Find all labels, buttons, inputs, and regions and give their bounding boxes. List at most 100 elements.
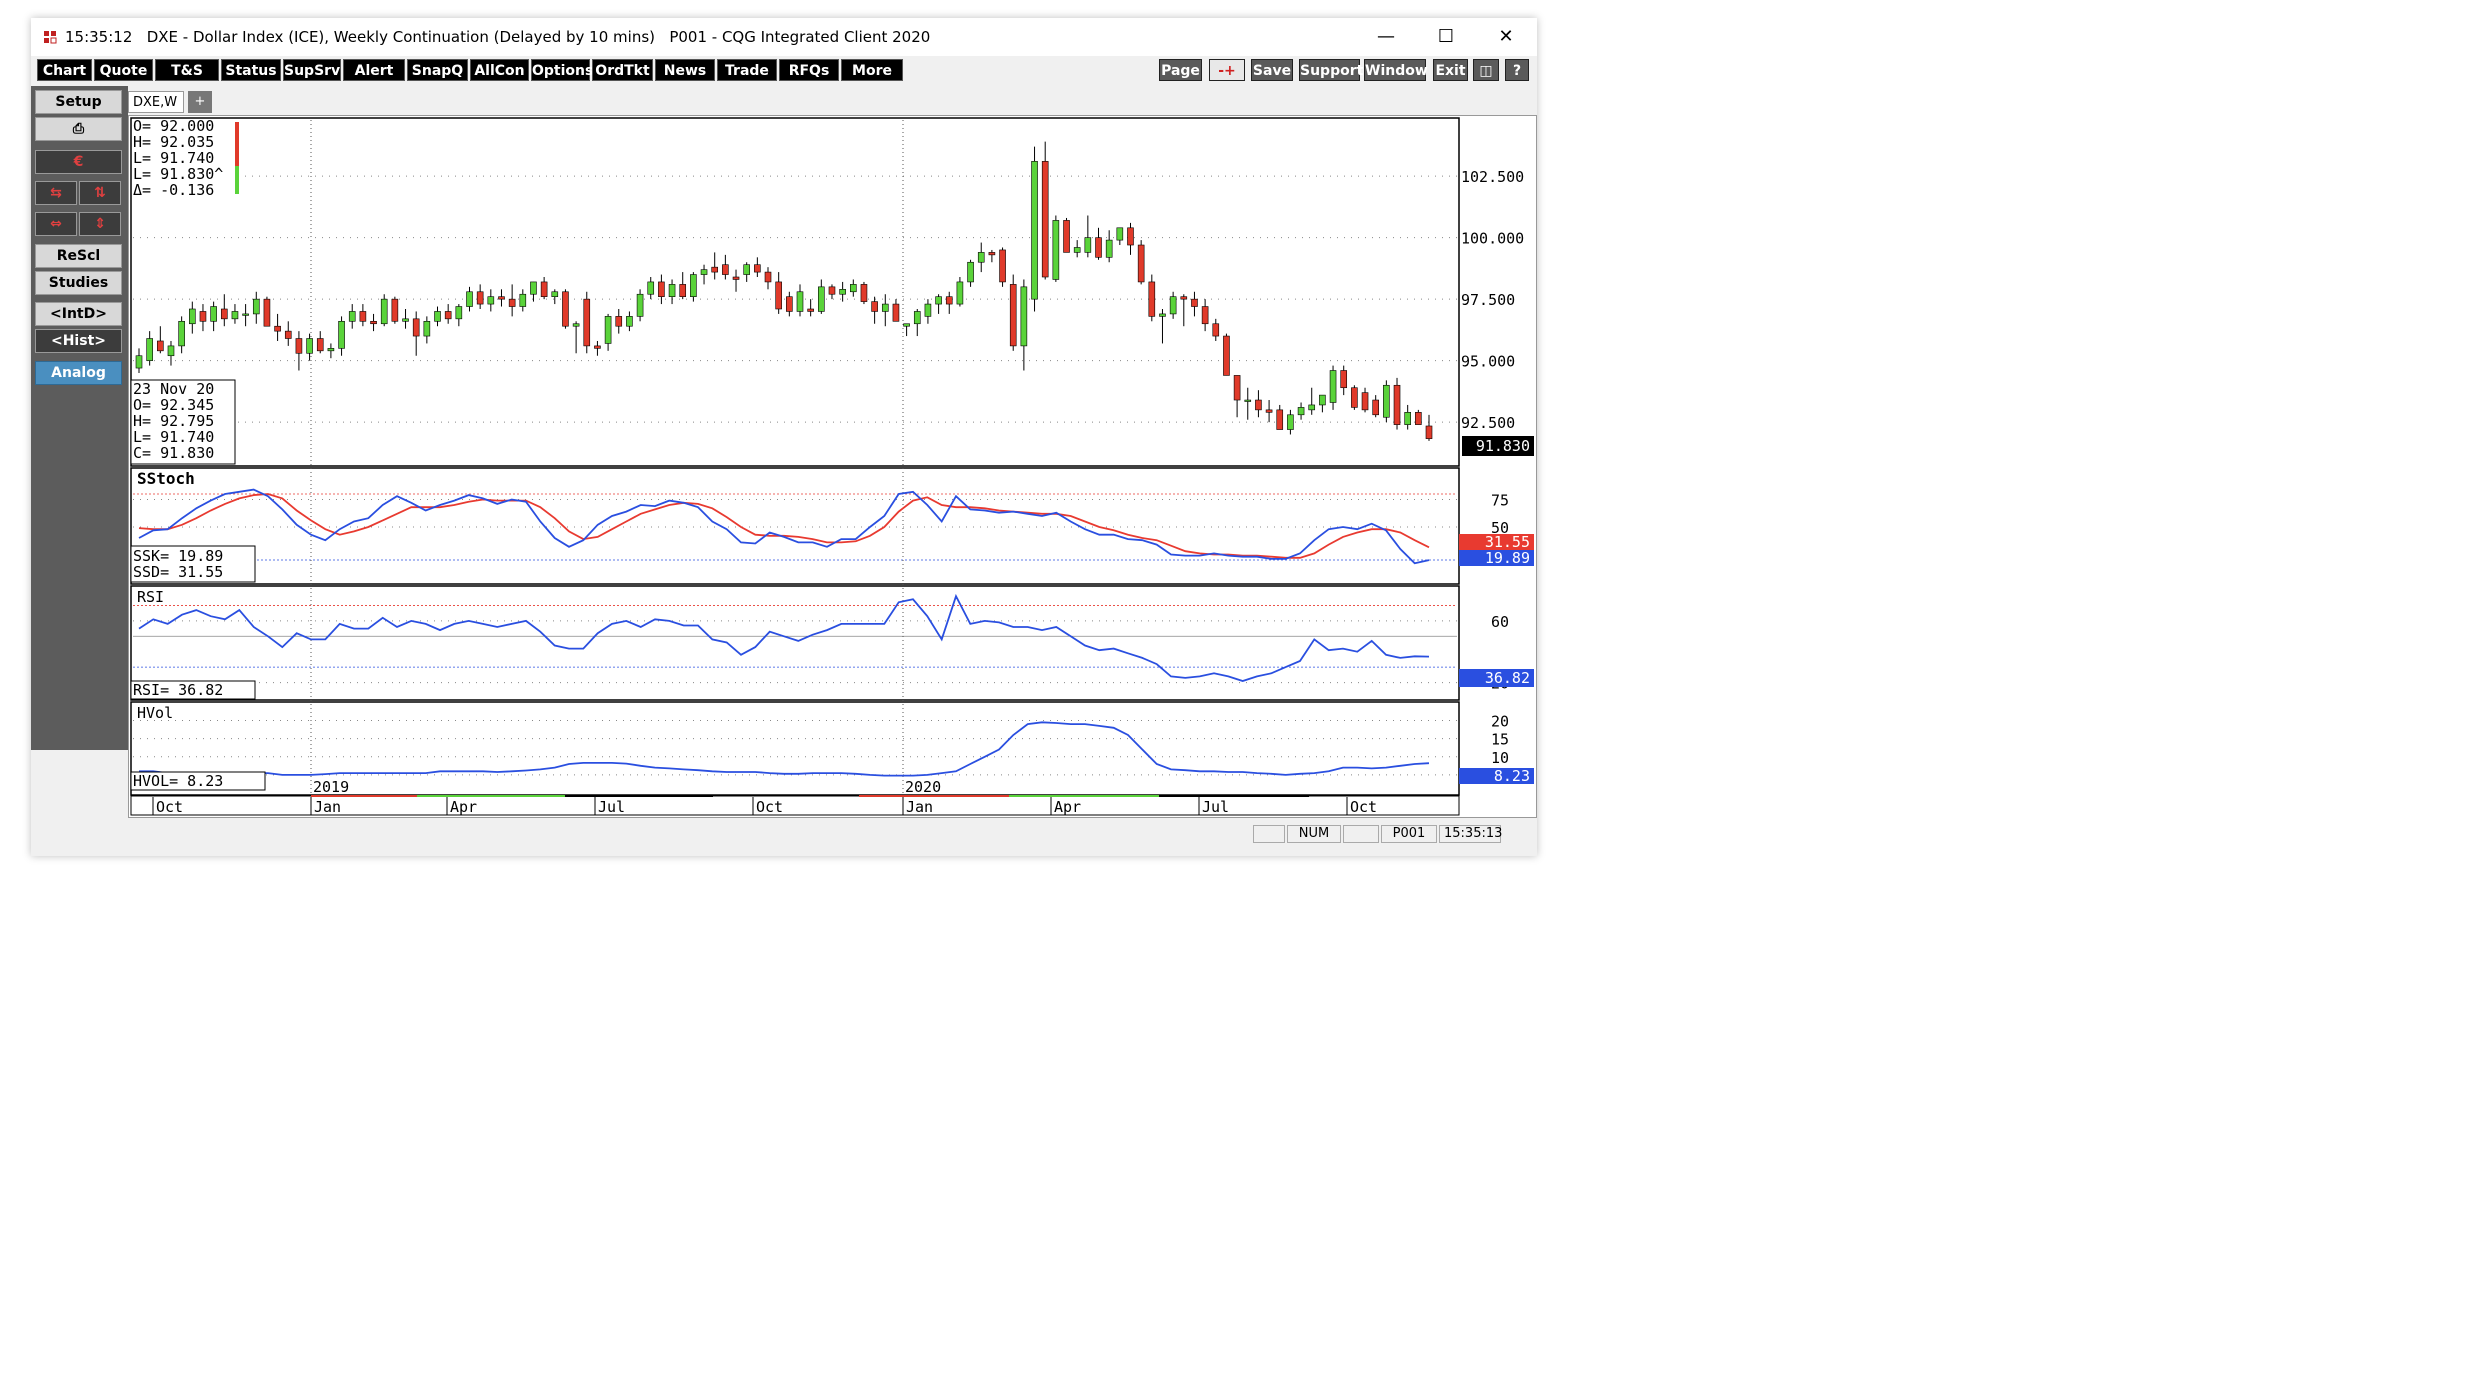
page-button[interactable]: Page — [1159, 59, 1202, 81]
candle-down — [284, 330, 292, 339]
maximize-button[interactable]: ☐ — [1437, 26, 1455, 47]
zoom-vertical-icon[interactable]: ⇕ — [79, 212, 121, 236]
studies-button[interactable]: Studies — [35, 271, 122, 295]
chart-area[interactable]: 92.500 95.000 97.500 100.000 102.500 50 75 20 60… — [128, 115, 1537, 818]
menu-alert[interactable]: Alert — [343, 59, 405, 81]
hvol-title: HVol — [137, 704, 173, 722]
candle-up — [839, 289, 846, 295]
bar-high: H= 92.795 — [133, 412, 214, 430]
cursor-open: O= 92.000 — [133, 117, 214, 135]
candle-down — [1148, 281, 1156, 317]
year-label: 2019 — [313, 778, 349, 796]
setup-button[interactable]: Setup — [35, 90, 122, 114]
candle-down — [1180, 296, 1188, 300]
candle-up — [743, 264, 750, 275]
rsi-value-box — [130, 680, 256, 700]
candle-down — [583, 298, 591, 347]
candle-series — [135, 141, 1433, 441]
chart-svg[interactable]: 92.500 95.000 97.500 100.000 102.500 50 75 20 60… — [129, 116, 1536, 817]
candle-up — [668, 284, 676, 297]
status-page: P001 — [1381, 825, 1437, 843]
candle-up — [423, 320, 431, 337]
price-panel — [130, 117, 1460, 467]
candle-down — [1233, 375, 1241, 401]
rescale-button[interactable]: ReScl — [35, 244, 122, 268]
add-tab-button[interactable]: + — [188, 91, 212, 113]
candle-down — [754, 264, 761, 273]
candle-up — [434, 311, 441, 322]
candle-up — [1031, 161, 1038, 300]
menu-ordtkt[interactable]: OrdTkt — [592, 59, 653, 81]
save-button[interactable]: Save — [1251, 59, 1293, 81]
window-button[interactable]: Window — [1364, 59, 1428, 81]
intraday-button[interactable]: <IntD> — [35, 302, 122, 326]
exit-button[interactable]: Exit — [1433, 59, 1468, 81]
candle-down — [370, 320, 377, 325]
time-band — [565, 795, 713, 797]
candle-up — [551, 291, 559, 297]
candle-up — [1308, 404, 1316, 411]
candle-up — [487, 296, 495, 305]
stoch-title: SStoch — [137, 469, 195, 488]
ssk-tag — [1459, 550, 1534, 566]
menu-supsrv[interactable]: SupSrv — [283, 59, 341, 81]
candle-down — [988, 252, 996, 256]
menu-ts[interactable]: T&S — [155, 59, 219, 81]
candle-up — [1052, 220, 1060, 280]
close-button[interactable]: ✕ — [1498, 26, 1514, 47]
analog-button[interactable]: Analog — [35, 361, 122, 385]
menu-allcon[interactable]: AllCon — [470, 59, 529, 81]
candle-up — [178, 320, 185, 347]
menu-news[interactable]: News — [655, 59, 715, 81]
plus-minus-button[interactable]: -+ — [1209, 59, 1245, 81]
title-instrument: DXE - Dollar Index (ICE), Weekly Continu… — [146, 28, 655, 46]
price-tick-label: 95.000 — [1461, 353, 1515, 371]
menu-more[interactable]: More — [841, 59, 903, 81]
hvol-panel — [130, 701, 1460, 796]
scroll-horizontal-icon[interactable]: ⇆ — [35, 181, 77, 205]
menu-status[interactable]: Status — [221, 59, 281, 81]
menu-trade[interactable]: Trade — [717, 59, 777, 81]
menu-quote[interactable]: Quote — [94, 59, 153, 81]
time-tick-label: Oct — [756, 798, 783, 816]
candle-down — [295, 338, 303, 354]
candle-up — [690, 274, 697, 297]
menu-chart[interactable]: Chart — [37, 59, 92, 81]
menu-options[interactable]: Options — [531, 59, 593, 81]
print-icon[interactable]: ⎙ — [35, 117, 122, 141]
menu-rfqs[interactable]: RFQs — [779, 59, 839, 81]
status-blank — [1343, 825, 1379, 843]
candle-down — [658, 281, 665, 297]
candle-down — [615, 316, 623, 327]
menu-bar: Chart Quote T&S Status SupSrv Alert Snap… — [31, 56, 1537, 86]
candle-up — [1297, 407, 1305, 416]
euro-icon[interactable]: € — [35, 150, 122, 174]
ssk-tag-label: 19.89 — [1485, 549, 1530, 567]
restore-icon[interactable]: ◫ — [1473, 59, 1499, 81]
candle-down — [594, 345, 601, 349]
bar-open: O= 92.345 — [133, 396, 214, 414]
candle-up — [1116, 227, 1124, 241]
rsi-panel — [130, 585, 1460, 701]
bar-close: C= 91.830 — [133, 444, 214, 462]
candle-down — [444, 311, 452, 320]
minimize-button[interactable]: — — [1377, 26, 1395, 47]
scroll-vertical-icon[interactable]: ⇅ — [79, 181, 121, 205]
menu-snapq[interactable]: SnapQ — [407, 59, 468, 81]
hvol-path — [139, 721, 1430, 777]
hvol-value-box — [130, 771, 266, 791]
price-tick-label: 102.500 — [1461, 168, 1524, 186]
candle-down — [1372, 399, 1379, 416]
hvol-tag-label: 8.23 — [1494, 767, 1530, 785]
tab-dxe-weekly[interactable]: DXE,W — [128, 91, 184, 113]
help-icon[interactable]: ? — [1505, 59, 1529, 81]
cursor-low: L= 91.740 — [133, 149, 214, 167]
support-button[interactable]: Support — [1299, 59, 1363, 81]
candle-up — [242, 313, 249, 316]
history-button[interactable]: <Hist> — [35, 329, 122, 353]
candle-down — [412, 318, 420, 337]
candle-down — [1095, 237, 1102, 258]
zoom-horizontal-icon[interactable]: ⇔ — [35, 212, 77, 236]
candle-down — [359, 311, 367, 322]
price-tick-label: 97.500 — [1461, 291, 1515, 309]
